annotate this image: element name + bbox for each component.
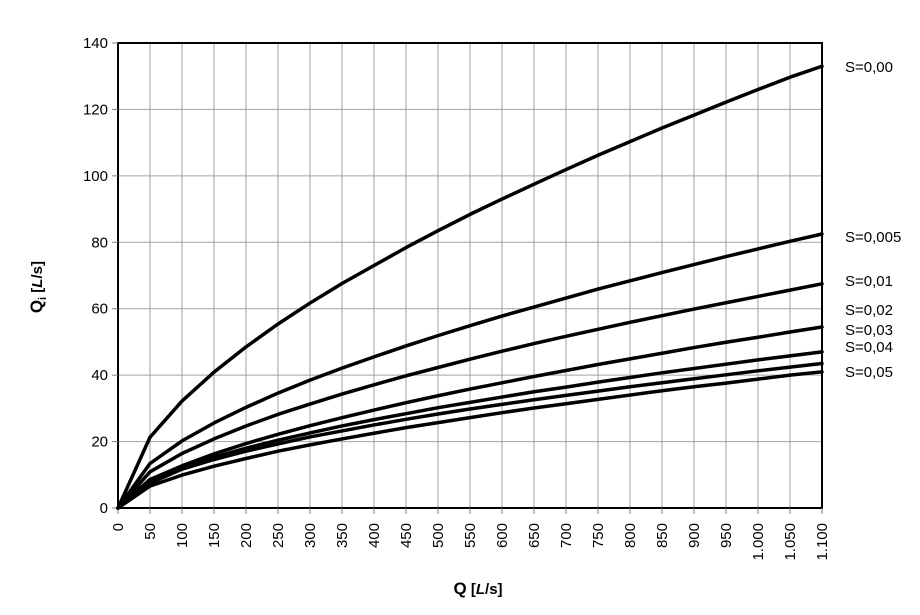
curve-s-0-005 — [116, 232, 824, 510]
x-tick-label: 1.050 — [782, 523, 799, 561]
y-axis-unit-italic: L — [28, 278, 46, 288]
legend-label: S=0,01 — [845, 273, 893, 290]
y-tick-label: 100 — [83, 168, 108, 185]
curve-s-0-02 — [116, 325, 824, 510]
curve-s-0-04 — [116, 361, 824, 510]
y-tick-label: 120 — [83, 101, 108, 118]
curve-s-0-03 — [116, 350, 824, 510]
x-tick-label: 250 — [270, 523, 287, 548]
legend-label: S=0,005 — [845, 229, 901, 246]
curve-s-0-00 — [116, 64, 824, 510]
x-axis-symbol: Q — [453, 579, 467, 598]
legend-label: S=0,03 — [845, 322, 893, 339]
x-tick-label: 1.100 — [814, 523, 831, 561]
x-tick-label: 200 — [238, 523, 255, 548]
y-axis-subscript: i — [37, 296, 50, 300]
x-tick-label: 900 — [686, 523, 703, 548]
curve-s-0-05 — [116, 370, 824, 510]
x-axis-title: Q [L/s] — [453, 579, 503, 598]
legend-label: S=0,02 — [845, 302, 893, 319]
x-tick-label: 300 — [302, 523, 319, 548]
x-tick-label: 550 — [462, 523, 479, 548]
x-tick-label: 850 — [654, 523, 671, 548]
y-tick-label: 80 — [91, 234, 108, 251]
x-tick-label: 750 — [590, 523, 607, 548]
y-tick-label: 60 — [91, 301, 108, 318]
x-tick-label: 1.000 — [750, 523, 767, 561]
x-tick-label: 650 — [526, 523, 543, 548]
y-tick-label: 140 — [83, 35, 108, 52]
y-tick-label: 20 — [91, 434, 108, 451]
curve-s-0-01 — [116, 282, 824, 510]
y-axis-symbol: Q — [26, 299, 46, 314]
legend-label: S=0,00 — [845, 59, 893, 76]
x-tick-label: 950 — [718, 523, 735, 548]
x-tick-label: 450 — [398, 523, 415, 548]
legend-label: S=0,04 — [845, 339, 893, 356]
legend-label: S=0,05 — [845, 364, 893, 381]
x-tick-label: 800 — [622, 523, 639, 548]
x-tick-label: 0 — [110, 523, 127, 531]
x-axis-unit-italic: L — [475, 581, 486, 598]
x-tick-label: 50 — [142, 523, 159, 540]
x-tick-label: 700 — [558, 523, 575, 548]
x-tick-label: 500 — [430, 523, 447, 548]
x-tick-label: 100 — [174, 523, 191, 548]
y-tick-label: 0 — [100, 500, 108, 517]
x-tick-label: 350 — [334, 523, 351, 548]
x-tick-label: 600 — [494, 523, 511, 548]
y-tick-label: 40 — [91, 367, 108, 384]
x-tick-label: 400 — [366, 523, 383, 548]
x-tick-label: 150 — [206, 523, 223, 548]
y-axis-title: Qi [L/s] — [26, 261, 50, 314]
